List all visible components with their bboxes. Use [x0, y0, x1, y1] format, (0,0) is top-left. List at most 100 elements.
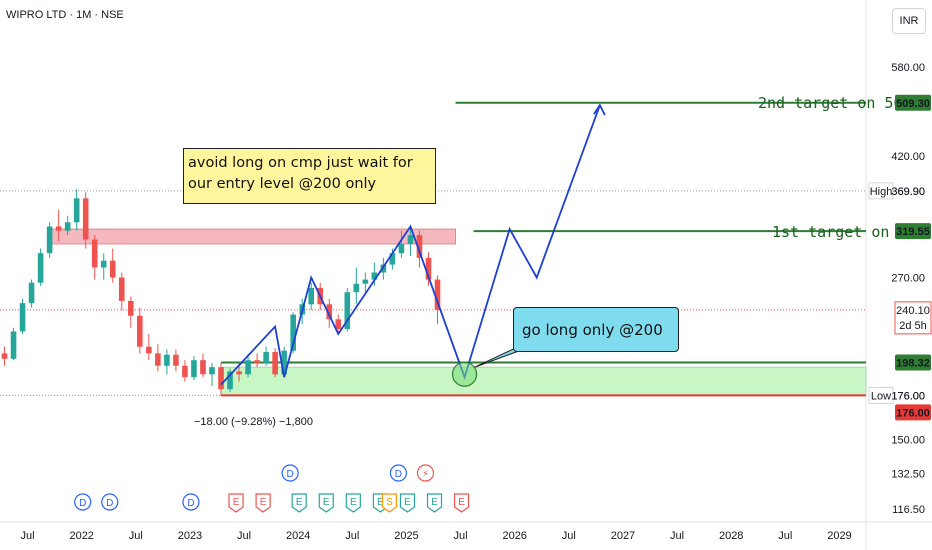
earnings-icon	[399, 493, 416, 513]
candle	[425, 257, 432, 280]
candle	[73, 198, 80, 223]
target1-label: 1st target on 320	[772, 223, 926, 241]
low-label: Low	[871, 390, 891, 402]
dividend-icon	[74, 493, 92, 511]
dividend-icon	[101, 493, 119, 511]
candle	[91, 239, 98, 268]
low-label-box	[868, 386, 894, 404]
target2-tag	[895, 94, 931, 111]
candle	[218, 367, 224, 390]
candle	[281, 350, 287, 375]
dividend-icon	[182, 493, 200, 511]
candle	[109, 260, 116, 278]
y-tick-label: 176.00	[891, 390, 925, 402]
dividend-icon-text: D	[106, 498, 113, 509]
callout-avoid: avoid long on cmp just wait for our entr…	[183, 148, 436, 204]
x-tick-label: Jul	[562, 530, 576, 542]
x-tick-label: Jul	[129, 530, 143, 542]
candle	[191, 360, 197, 378]
candle	[236, 371, 242, 375]
candle	[182, 365, 188, 378]
candle	[164, 354, 170, 366]
x-tick-label: 2025	[394, 530, 418, 542]
candle	[46, 226, 53, 254]
split-icon-text: S	[386, 497, 393, 508]
target1-tag	[895, 223, 931, 240]
projection-path	[220, 104, 601, 386]
projection-arrowhead	[593, 103, 606, 116]
x-tick-label: 2023	[178, 530, 202, 542]
event-flash-icon-text: ⚡	[422, 469, 429, 480]
candle	[64, 222, 71, 231]
x-tick-label: Jul	[670, 530, 684, 542]
candle	[200, 360, 206, 375]
y-tick-label: 270.00	[891, 273, 925, 285]
zone-support	[220, 366, 867, 396]
target2-tag-text: 509.30	[896, 98, 930, 110]
x-tick-label: Jul	[237, 530, 251, 542]
candle	[434, 279, 441, 310]
candle	[362, 279, 369, 284]
x-tick-label: Jul	[21, 530, 35, 542]
candle	[371, 272, 378, 280]
y-tick-label: 150.00	[891, 434, 925, 446]
target2-label: 2nd target on 500+	[758, 94, 921, 112]
low-price-tag-text: 176.00	[896, 407, 930, 419]
earnings-icon-text: E	[377, 497, 384, 508]
candle	[82, 198, 89, 240]
high-value: 369.90	[891, 186, 925, 198]
last-price-tag-text: 240.10	[896, 305, 930, 317]
earnings-icon	[228, 493, 244, 513]
entry-tag	[895, 354, 931, 371]
dividend-icon	[389, 464, 408, 482]
candle	[389, 253, 396, 265]
earnings-icon	[426, 493, 443, 513]
candle	[173, 354, 179, 366]
candle	[272, 352, 278, 375]
low-value: 176.00	[891, 390, 925, 402]
candle	[55, 226, 62, 231]
low-price-tag	[895, 404, 931, 421]
y-tick-label: 369.90	[891, 186, 925, 198]
x-tick-label: Jul	[345, 530, 359, 542]
dividend-icon-text: D	[395, 469, 402, 480]
candle	[353, 283, 360, 293]
candle	[407, 235, 414, 244]
candle	[227, 371, 233, 390]
event-flash-icon	[416, 464, 435, 482]
y-tick-label: 420.00	[891, 151, 925, 163]
candle	[308, 287, 315, 305]
earnings-icon	[345, 493, 361, 513]
x-tick-label: 2024	[286, 530, 310, 542]
measure-label: −18.00 (−9.28%) −1,800	[194, 416, 313, 428]
dividend-icon-text: D	[79, 498, 86, 509]
candle	[398, 243, 405, 254]
candle	[146, 346, 152, 354]
candle	[37, 253, 44, 283]
chart-title: WIPRO LTD · 1M · NSE	[6, 9, 124, 21]
earnings-icon-text: E	[458, 497, 465, 508]
earnings-icon-text: E	[404, 497, 411, 508]
earnings-icon-text: E	[350, 497, 357, 508]
x-tick-label: Jul	[778, 530, 792, 542]
candle	[28, 282, 35, 304]
dividend-icon	[281, 464, 299, 482]
earnings-icon-text: E	[296, 497, 303, 508]
earnings-icon	[255, 493, 271, 513]
currency-button[interactable]: INR	[892, 8, 926, 34]
candle	[335, 319, 342, 329]
candle	[380, 264, 387, 273]
candle	[137, 315, 143, 347]
x-tick-label: 2029	[827, 530, 851, 542]
x-tick-label: 2028	[719, 530, 743, 542]
split-icon	[381, 493, 398, 513]
candle	[290, 314, 296, 351]
entry-tag-text: 198.32	[896, 358, 930, 370]
candle	[155, 353, 161, 366]
candle	[245, 360, 251, 375]
candle	[263, 352, 269, 363]
countdown-text: 2d 5h	[899, 320, 927, 332]
high-label: High	[870, 186, 893, 198]
zone-resistance	[49, 228, 456, 245]
